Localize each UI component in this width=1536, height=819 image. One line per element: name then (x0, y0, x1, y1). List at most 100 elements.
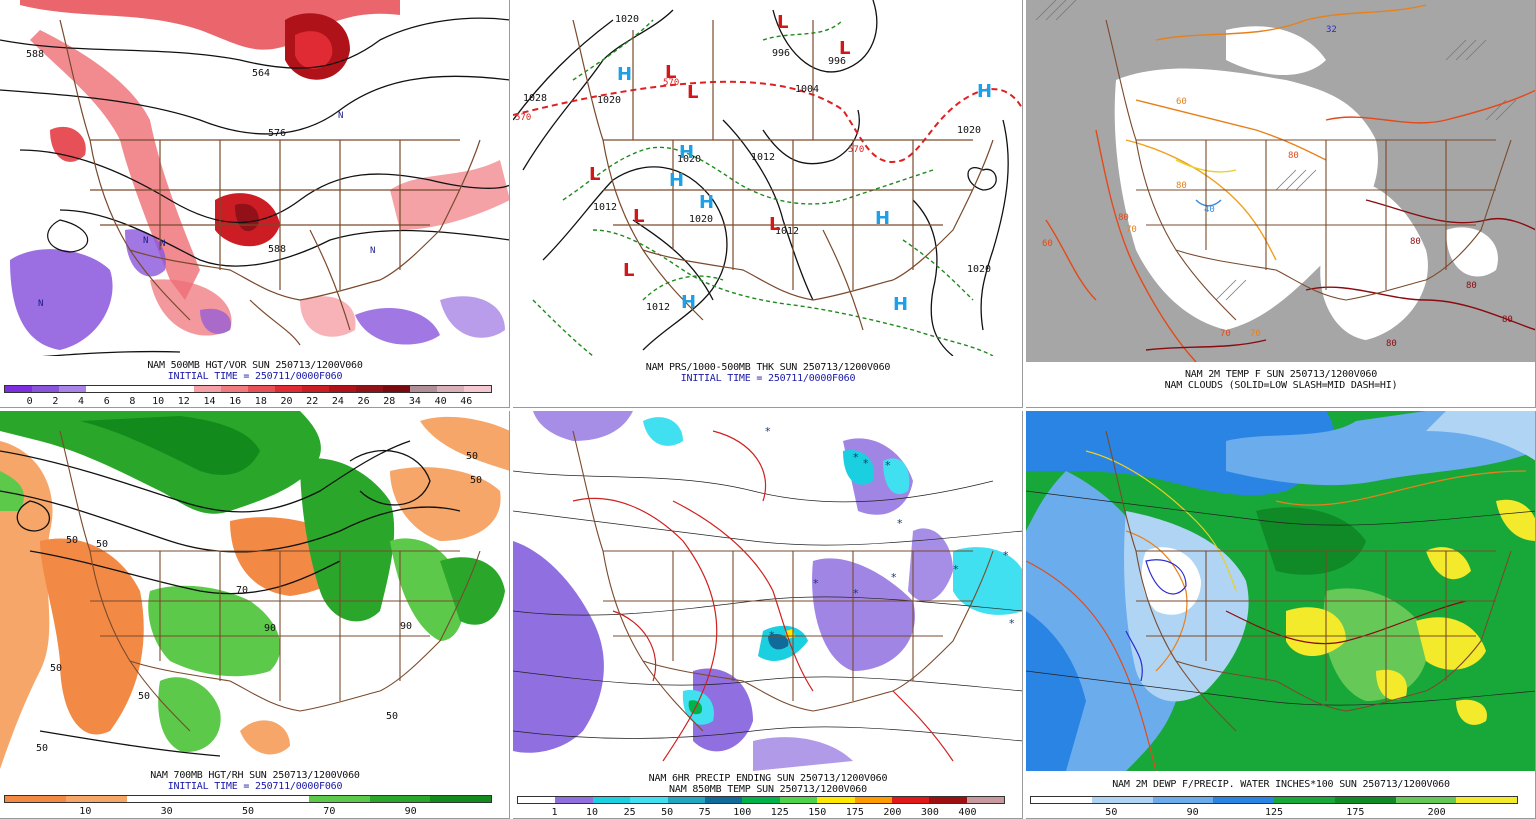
colorbar-label: 200 (1427, 807, 1446, 818)
isobar-label: 1020 (957, 125, 981, 136)
colorbar-label: 70 (323, 806, 336, 817)
colorbar-label: 75 (698, 807, 711, 818)
colorbar-segment (1274, 797, 1335, 803)
colorbar-label: 400 (958, 807, 977, 818)
vort-marker: N (370, 246, 375, 256)
isobar-label: 1012 (775, 226, 799, 237)
colorbar (1030, 796, 1518, 804)
colorbar-segment (1334, 797, 1396, 803)
colorbar-label: 125 (770, 807, 789, 818)
colorbar-segment (1395, 797, 1457, 803)
colorbar-segment (817, 797, 855, 803)
rh-label: 50 (470, 475, 482, 486)
panel-500mb-vorticity: 588 564 576 588 N N N N N NAM 500MB HGT/… (0, 0, 510, 408)
colorbar-segment (704, 797, 743, 803)
rh-label: 50 (386, 711, 398, 722)
colorbar-segment (1152, 797, 1214, 803)
isobar-label: 1012 (751, 152, 775, 163)
colorbar-label: 6 (103, 396, 110, 407)
colorbar-labels: 50 90 125 175 200 (1030, 807, 1518, 818)
low-pressure-marker: L (589, 164, 600, 185)
colorbar-label: 25 (623, 807, 636, 818)
colorbar-segment (356, 386, 383, 392)
colorbar-label: 2 (52, 396, 59, 407)
colorbar-labels: 0 2 4 6 8 10 12 14 16 18 20 22 24 26 28 34 40 46 (4, 396, 492, 407)
svg-text:*: * (863, 457, 869, 470)
thickness-label: 570 (848, 145, 864, 155)
colorbar-segment (167, 386, 194, 392)
colorbar-segment (59, 386, 86, 392)
caption-init-time: INITIAL TIME = 250711/0000F060 (680, 373, 856, 384)
colorbar-label: 28 (383, 396, 396, 407)
colorbar-label: 40 (434, 396, 447, 407)
colorbar-segment (518, 797, 556, 803)
rh-label: 90 (400, 621, 412, 632)
low-pressure-marker: L (665, 62, 676, 83)
thickness-label: 570 (515, 113, 531, 123)
panel-2m-temperature-clouds: 60 80 70 80 40 32 70 60 80 80 80 80 80 7… (1026, 0, 1536, 408)
thickness-label: 570 (663, 78, 679, 88)
temp-label: 80 (1288, 151, 1299, 161)
isobar-label: 1020 (615, 14, 639, 25)
caption-init-time: INITIAL TIME = 250711/0000F060 (167, 371, 343, 382)
high-pressure-marker: H (893, 294, 908, 315)
colorbar-label: 300 (920, 807, 939, 818)
colorbar-segment (275, 386, 302, 392)
colorbar-label: 90 (404, 806, 417, 817)
high-pressure-marker: H (875, 208, 890, 229)
map-500mb-vorticity: 588 564 576 588 N N N N N (0, 0, 509, 356)
caption-title: NAM 700MB HGT/RH SUN 250713/1200V060 (150, 770, 360, 781)
colorbar-segment (742, 797, 780, 803)
contour-label: 564 (252, 68, 270, 79)
map-dewpoint-pwat (1026, 411, 1535, 771)
pressure-map-graphic: 1020 1028 1020 996 996 1004 1012 1020 10… (513, 0, 1022, 356)
vort-marker: N (338, 111, 343, 121)
colorbar-label: 100 (733, 807, 752, 818)
colorbar-segment (187, 796, 248, 802)
isobar-label: 1020 (677, 154, 701, 165)
rh-label: 50 (50, 663, 62, 674)
colorbar-label: 200 (883, 807, 902, 818)
svg-text:*: * (1003, 549, 1009, 562)
temp-label: 70 (1220, 329, 1231, 339)
humidity-map-graphic: 50 50 50 50 70 90 50 50 50 50 90 (0, 411, 509, 769)
colorbar-segment (464, 386, 491, 392)
svg-text:*: * (769, 629, 775, 642)
low-pressure-marker: L (769, 214, 780, 235)
colorbar-segment (929, 797, 967, 803)
precip-map-graphic: * * * * * * * * * * * * (513, 411, 1022, 771)
colorbar-label: 50 (241, 806, 255, 817)
contour-label: 588 (26, 49, 44, 60)
colorbar-segment (1456, 797, 1517, 803)
temp-label: 70 (1126, 225, 1137, 235)
vort-marker: N (160, 239, 165, 249)
high-pressure-marker: H (699, 192, 714, 213)
high-pressure-marker: H (977, 81, 992, 102)
rh-label: 50 (36, 743, 48, 754)
colorbar-segment (410, 386, 437, 392)
colorbar-label: 50 (661, 807, 674, 818)
vorticity-map-graphic: 588 564 576 588 N N N N N (0, 0, 509, 356)
colorbar-segment (194, 386, 221, 392)
map-700mb-humidity: 50 50 50 50 70 90 50 50 50 50 90 (0, 411, 509, 769)
low-pressure-marker: L (839, 38, 850, 59)
vort-marker: N (38, 299, 43, 309)
colorbar-segment (65, 796, 127, 802)
colorbar-label: 150 (808, 807, 827, 818)
colorbar-segment (329, 386, 356, 392)
temp-label: 70 (1250, 329, 1261, 339)
svg-text:*: * (897, 517, 903, 530)
low-pressure-marker: L (777, 12, 788, 33)
caption-title: NAM 500MB HGT/VOR SUN 250713/1200V060 (147, 360, 363, 371)
colorbar-segment (221, 386, 248, 392)
colorbar-segment (667, 797, 705, 803)
colorbar-label: 20 (280, 396, 293, 407)
svg-text:*: * (765, 425, 771, 438)
contour-label: 576 (268, 128, 286, 139)
colorbar-segment (248, 796, 309, 802)
high-pressure-marker: H (681, 292, 696, 313)
colorbar-segment (430, 796, 491, 802)
colorbar-segment (5, 386, 32, 392)
colorbar-label: 18 (254, 396, 267, 407)
isobar-label: 1012 (646, 302, 670, 313)
